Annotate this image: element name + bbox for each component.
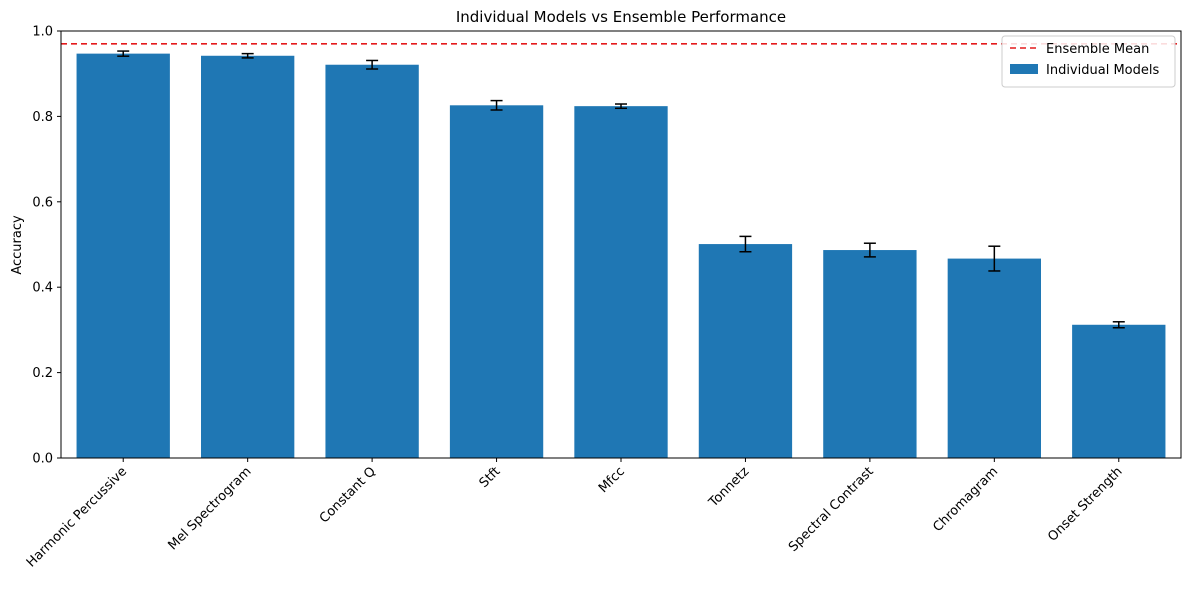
y-tick-label: 0.0 bbox=[32, 452, 53, 467]
y-axis-ticks: 0.0 0.2 0.4 0.6 0.8 1.0 bbox=[32, 25, 61, 467]
chart-title: Individual Models vs Ensemble Performanc… bbox=[456, 8, 786, 26]
bar bbox=[947, 258, 1041, 458]
bar bbox=[823, 250, 917, 458]
y-tick-label: 0.2 bbox=[32, 366, 53, 381]
x-tick-label: Harmonic Percussive bbox=[24, 464, 130, 570]
x-tick-label: Stft bbox=[477, 464, 504, 491]
legend-individual-models-swatch bbox=[1010, 64, 1038, 74]
y-tick-label: 0.8 bbox=[32, 110, 53, 125]
x-tick-label: Constant Q bbox=[317, 464, 379, 526]
bars-group bbox=[76, 53, 1166, 459]
y-tick-label: 0.4 bbox=[32, 281, 53, 296]
x-axis-ticks: Harmonic Percussive Mel Spectrogram Consta… bbox=[24, 458, 1126, 570]
y-tick-label: 1.0 bbox=[32, 25, 53, 40]
bar bbox=[698, 244, 793, 458]
x-tick-label: Mfcc bbox=[596, 464, 628, 496]
bar bbox=[201, 55, 295, 459]
y-axis-label: Accuracy bbox=[10, 215, 25, 275]
legend-ensemble-mean-label: Ensemble Mean bbox=[1046, 42, 1149, 57]
plot-frame bbox=[60, 30, 1182, 459]
bar bbox=[574, 106, 668, 458]
bar bbox=[449, 105, 544, 458]
x-tick-label: Chromagram bbox=[930, 464, 1001, 535]
legend-box bbox=[1001, 35, 1176, 88]
bar bbox=[76, 53, 170, 458]
legend-individual-models-label: Individual Models bbox=[1046, 63, 1159, 78]
x-tick-label: Onset Strength bbox=[1045, 464, 1125, 544]
bar bbox=[325, 64, 419, 458]
legend: Ensemble Mean Individual Models bbox=[1001, 35, 1176, 88]
x-tick-label: Spectral Contrast bbox=[786, 464, 877, 555]
error-bars-group bbox=[117, 50, 1125, 329]
y-tick-label: 0.6 bbox=[32, 195, 53, 210]
x-tick-label: Tonnetz bbox=[706, 464, 753, 511]
bar bbox=[1072, 324, 1166, 458]
x-tick-label: Mel Spectrogram bbox=[165, 464, 254, 553]
